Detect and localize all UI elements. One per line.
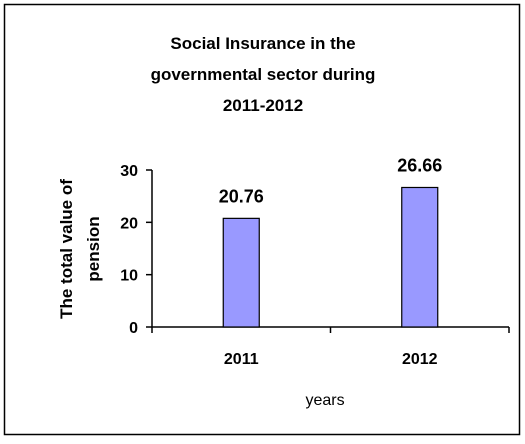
bar-2012 bbox=[401, 186, 439, 328]
x-axis-label: years bbox=[305, 392, 344, 409]
x-category-label-2012: 2012 bbox=[402, 351, 438, 368]
x-category-label-2011: 2011 bbox=[224, 351, 259, 368]
axes: 0 10 20 30 bbox=[120, 163, 510, 337]
bars bbox=[222, 186, 439, 328]
chart-title-line-2: governmental sector during bbox=[151, 65, 376, 84]
y-tick-label: 0 bbox=[129, 320, 138, 337]
y-tick-label: 20 bbox=[120, 215, 138, 232]
y-axis-label-line-2: pension bbox=[84, 216, 103, 281]
data-label-2012: 26.66 bbox=[397, 155, 442, 175]
chart-title-line-1: Social Insurance in the bbox=[170, 34, 355, 53]
chart-title-line-3: 2011-2012 bbox=[223, 96, 303, 115]
labels: 20.76 2011 26.66 2012 bbox=[219, 155, 443, 368]
y-axis-label-line-1: The total value of bbox=[57, 179, 76, 319]
data-label-2011: 20.76 bbox=[219, 186, 264, 206]
bar-2011 bbox=[222, 217, 260, 328]
y-tick-label: 30 bbox=[120, 163, 138, 180]
y-tick-label: 10 bbox=[120, 268, 138, 285]
